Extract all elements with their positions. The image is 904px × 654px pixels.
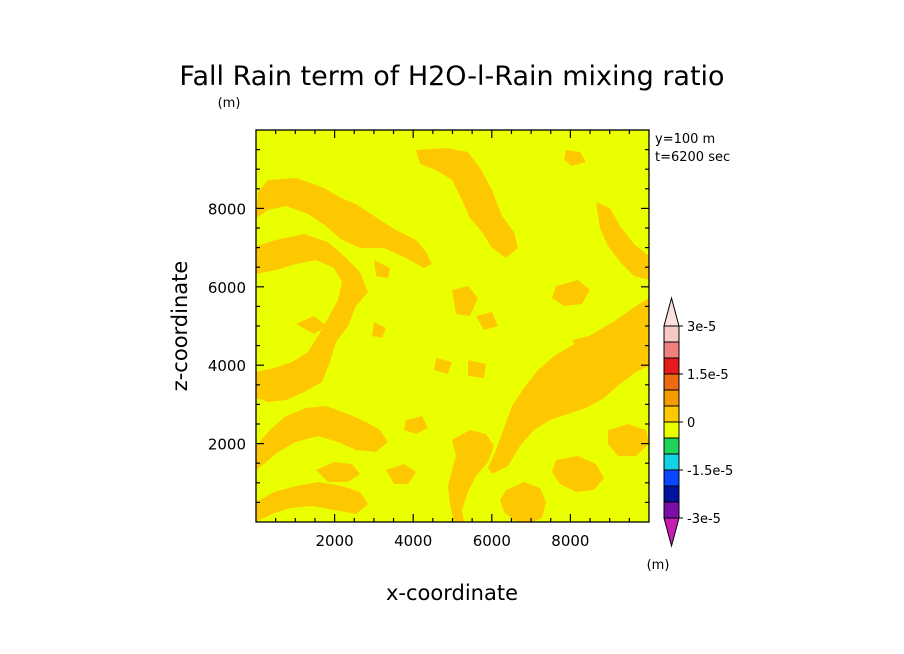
colorbar-swatch [663, 389, 680, 407]
contour-patch [256, 178, 432, 268]
y-tick-label: 6000 [208, 279, 246, 297]
colorbar-swatch [663, 453, 680, 471]
colorbar-swatch [663, 405, 680, 423]
y-tick-label: 4000 [208, 357, 246, 375]
colorbar-swatch [663, 357, 680, 375]
contour-patch [256, 482, 368, 522]
contour-patch [488, 298, 649, 474]
contour-patch [416, 148, 518, 258]
contour-patch [448, 430, 494, 522]
contour-patch [374, 260, 390, 278]
contour-patch [596, 202, 649, 280]
colorbar-swatch [663, 501, 680, 519]
x-tick-label: 6000 [473, 532, 511, 550]
colorbar-unit: (m) [647, 558, 670, 573]
colorbar-swatch [663, 341, 680, 359]
contour-patch [608, 424, 649, 456]
contour-patch [372, 322, 386, 338]
contour-patch [316, 462, 360, 482]
colorbar-swatch [663, 421, 680, 439]
colorbar-swatch [663, 373, 680, 391]
colorbar-under-arrow [663, 517, 680, 548]
contour-patch [552, 456, 604, 492]
contour-patch [434, 358, 452, 374]
contour-patch [564, 150, 586, 166]
x-tick-label: 2000 [316, 532, 354, 550]
contour-patches [256, 148, 649, 522]
contour-patch [404, 416, 428, 434]
contour-patch [552, 280, 590, 306]
contour-patch [296, 316, 326, 334]
colorbar-swatch [663, 437, 680, 455]
contour-patch [476, 312, 498, 330]
x-axis-label: x-coordinate [386, 581, 518, 605]
colorbar: 3e-5 1.5e-5 0 -1.5e-5 -3e-5 [663, 296, 733, 548]
colorbar-label: 3e-5 [687, 320, 716, 335]
x-tick-label: 4000 [394, 532, 432, 550]
contour-patch [500, 482, 546, 522]
y-axis-label: z-coordinate [168, 261, 192, 392]
contour-patch [468, 360, 486, 378]
colorbar-over-arrow [663, 296, 680, 327]
colorbar-swatch [663, 485, 680, 503]
colorbar-label: 0 [687, 416, 695, 431]
y-tick-label: 2000 [208, 436, 246, 454]
x-tick-label: 8000 [551, 532, 589, 550]
colorbar-label: 1.5e-5 [687, 368, 729, 383]
colorbar-swatch [663, 469, 680, 487]
y-tick-label: 8000 [208, 200, 246, 218]
annotation-t: t=6200 sec [655, 150, 730, 165]
annotation-y: y=100 m [655, 132, 715, 147]
chart-title: Fall Rain term of H2O-l-Rain mixing rati… [179, 61, 724, 92]
axis-ticks [256, 130, 649, 522]
contour-patch [452, 286, 478, 316]
contour-patch [572, 336, 594, 354]
contour-patch [386, 464, 416, 484]
colorbar-swatch [663, 325, 680, 343]
plot-area [255, 129, 650, 523]
y-tick-labels: 2000 4000 6000 8000 [208, 200, 246, 453]
colorbar-label: -3e-5 [687, 512, 721, 527]
x-tick-labels: 2000 4000 6000 8000 [316, 532, 590, 550]
colorbar-label: -1.5e-5 [687, 464, 733, 479]
contour-patch [256, 406, 388, 470]
y-unit-label: (m) [218, 96, 241, 111]
contour-patch [256, 234, 368, 402]
